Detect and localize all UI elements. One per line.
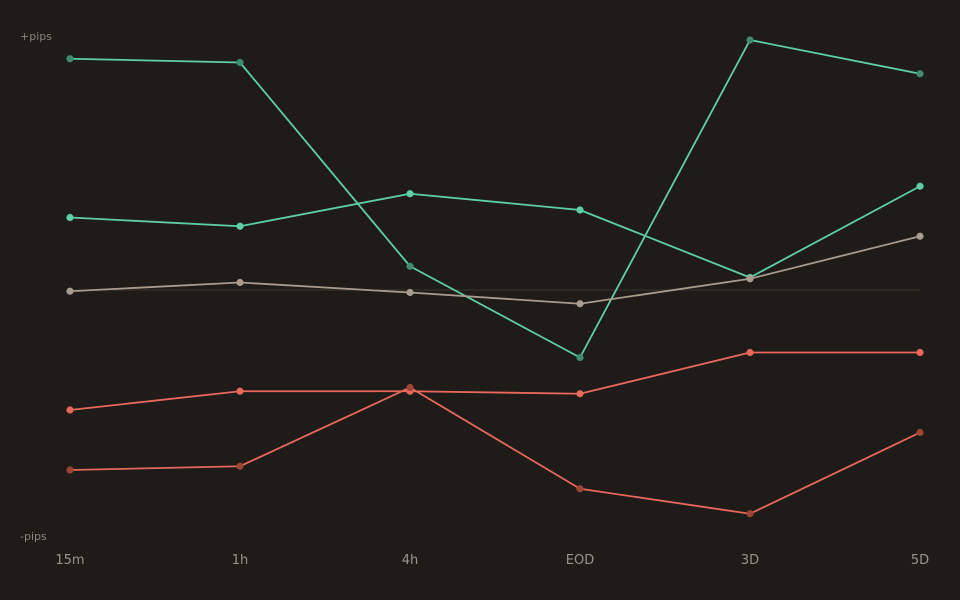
x-tick-label: EOD (566, 553, 594, 568)
data-point[interactable] (746, 36, 754, 44)
data-point[interactable] (236, 278, 244, 287)
data-point[interactable] (576, 300, 584, 308)
series-line (69, 351, 920, 411)
x-tick-label: 3D (741, 553, 759, 568)
x-tick-label: 5D (911, 553, 929, 568)
data-point[interactable] (576, 353, 584, 362)
series-5 (66, 383, 924, 518)
x-tick-label: 1h (232, 553, 249, 568)
data-point[interactable] (916, 428, 924, 437)
data-point[interactable] (406, 190, 414, 198)
series-line (69, 185, 921, 279)
data-point[interactable] (236, 222, 244, 230)
series-line (69, 235, 921, 305)
y-axis-top-label: +pips (20, 30, 52, 43)
series-4 (66, 348, 924, 414)
data-point[interactable] (916, 232, 924, 240)
data-point[interactable] (916, 348, 924, 357)
data-point[interactable] (576, 390, 584, 398)
data-point[interactable] (236, 462, 244, 470)
x-tick-label: 15m (55, 553, 84, 568)
x-tick-label: 4h (402, 553, 419, 568)
data-point[interactable] (576, 206, 584, 214)
data-point[interactable] (746, 510, 754, 518)
data-point[interactable] (66, 55, 74, 63)
data-point[interactable] (916, 70, 924, 78)
data-point[interactable] (746, 348, 754, 357)
series-line (69, 39, 921, 359)
series-1 (66, 36, 924, 362)
series-2 (66, 182, 924, 282)
data-point[interactable] (236, 387, 244, 395)
series-line (69, 386, 921, 515)
data-point[interactable] (746, 275, 754, 283)
y-axis-bottom-label: -pips (20, 530, 47, 543)
data-point[interactable] (66, 406, 74, 414)
data-point[interactable] (66, 287, 74, 295)
data-point[interactable] (66, 213, 74, 222)
data-point[interactable] (916, 182, 924, 190)
series-3 (66, 232, 924, 308)
data-point[interactable] (406, 288, 414, 297)
data-point[interactable] (406, 383, 414, 392)
data-point[interactable] (236, 58, 244, 67)
data-point[interactable] (66, 466, 74, 474)
x-axis-ticks: 15m 1h 4h EOD 3D 5D (55, 553, 929, 568)
data-point[interactable] (406, 262, 414, 270)
series-layer (66, 36, 924, 518)
data-point[interactable] (576, 485, 584, 493)
